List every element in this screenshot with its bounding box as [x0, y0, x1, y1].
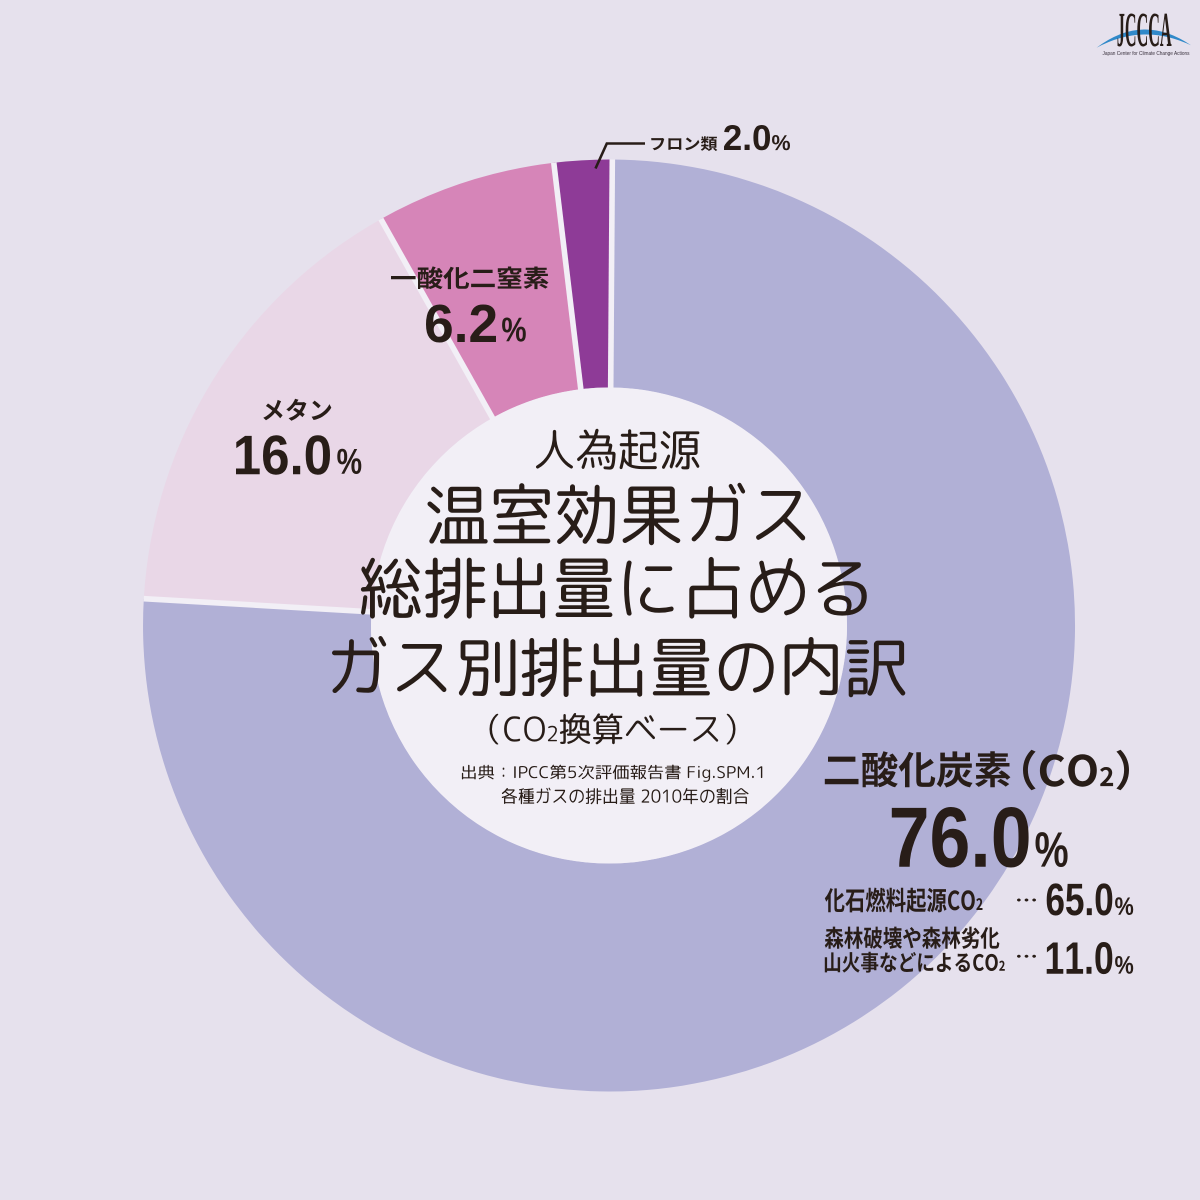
svg-text:Japan Center for Climate Chang: Japan Center for Climate Change Actions — [1103, 51, 1190, 57]
